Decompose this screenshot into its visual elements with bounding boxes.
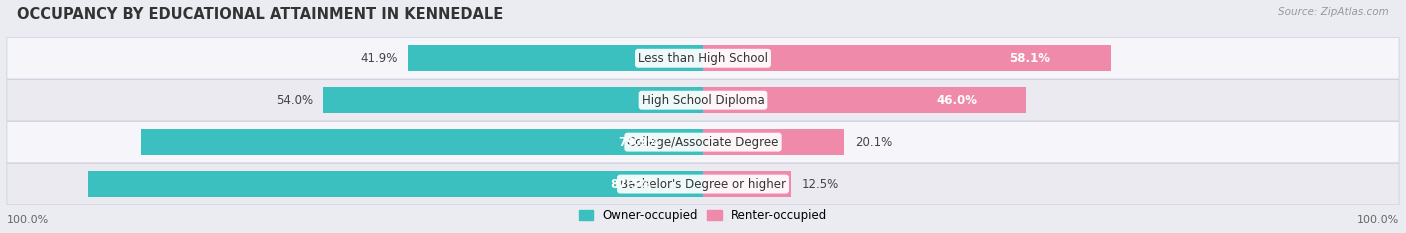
- Text: 100.0%: 100.0%: [7, 215, 49, 225]
- Text: Source: ZipAtlas.com: Source: ZipAtlas.com: [1278, 7, 1389, 17]
- Bar: [87, 171, 703, 197]
- Text: OCCUPANCY BY EDUCATIONAL ATTAINMENT IN KENNEDALE: OCCUPANCY BY EDUCATIONAL ATTAINMENT IN K…: [17, 7, 503, 22]
- Text: College/Associate Degree: College/Associate Degree: [627, 136, 779, 149]
- Text: Less than High School: Less than High School: [638, 52, 768, 65]
- Legend: Owner-occupied, Renter-occupied: Owner-occupied, Renter-occupied: [574, 205, 832, 227]
- Text: 20.1%: 20.1%: [855, 136, 891, 149]
- FancyBboxPatch shape: [7, 38, 1399, 79]
- Bar: [323, 87, 703, 113]
- Bar: [141, 129, 703, 155]
- Text: 58.1%: 58.1%: [1010, 52, 1050, 65]
- Text: 41.9%: 41.9%: [360, 52, 398, 65]
- Text: 87.5%: 87.5%: [610, 178, 652, 191]
- FancyBboxPatch shape: [7, 79, 1399, 121]
- Bar: [703, 129, 844, 155]
- FancyBboxPatch shape: [7, 163, 1399, 205]
- Text: 54.0%: 54.0%: [276, 94, 312, 107]
- Text: 100.0%: 100.0%: [1357, 215, 1399, 225]
- Text: High School Diploma: High School Diploma: [641, 94, 765, 107]
- FancyBboxPatch shape: [7, 121, 1399, 163]
- Bar: [703, 45, 1111, 71]
- Bar: [408, 45, 703, 71]
- Bar: [703, 87, 1026, 113]
- Text: 12.5%: 12.5%: [801, 178, 838, 191]
- Text: 79.9%: 79.9%: [619, 136, 659, 149]
- Text: Bachelor's Degree or higher: Bachelor's Degree or higher: [620, 178, 786, 191]
- Text: 46.0%: 46.0%: [936, 94, 979, 107]
- Bar: [703, 171, 790, 197]
